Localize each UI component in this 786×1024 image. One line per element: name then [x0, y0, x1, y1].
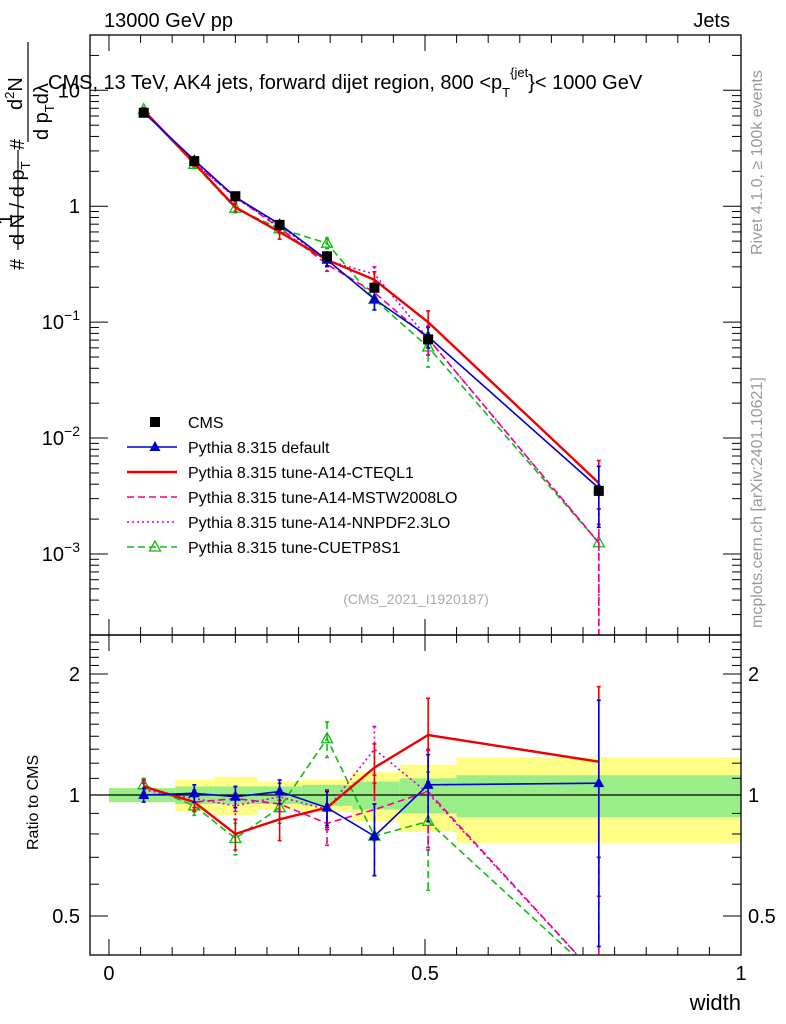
main-panel-content: [137, 102, 606, 635]
ratio-series-0-line: [143, 782, 599, 838]
header-left: 13000 GeV pp: [104, 10, 233, 32]
main-series-1-line: [142, 109, 600, 484]
cms-marker: [423, 334, 434, 345]
legend-label-3: Pythia 8.315 tune-A14-NNPDF2.3LO: [188, 515, 450, 532]
ylabel-hash1: #: [7, 258, 29, 270]
ratio-y-tick-label-left: 1: [69, 785, 80, 807]
legend-marker-4: [148, 539, 162, 552]
main-y-tick-label: 1: [69, 196, 80, 218]
ratio-marker-4: [421, 813, 435, 826]
legend-label-1: Pythia 8.315 tune-A14-CTEQL1: [188, 465, 414, 482]
main-series-0-line: [143, 111, 600, 489]
ratio-marker-0: [229, 790, 241, 801]
cms-marker: [189, 156, 200, 167]
svg-text:d2N: d2N: [2, 77, 27, 110]
svg-text:#: #: [7, 258, 29, 270]
axes: 0 0.5 1 10−3 10−2 10−1 1 10 0.5 0.5 1 1 2 2: [42, 34, 776, 985]
ratio-panel-content: [90, 685, 741, 982]
main-marker-0: [368, 293, 380, 304]
legend-label-2: Pythia 8.315 tune-A14-MSTW2008LO: [188, 490, 457, 507]
ylabel-den2-post: dλ: [31, 83, 53, 104]
ratio-marker-0: [321, 801, 333, 812]
x-tick-label: 0.5: [411, 963, 439, 985]
title-sub: T: [502, 85, 510, 100]
ratio-marker-0: [188, 787, 200, 798]
ratio-marker-4: [593, 972, 604, 982]
title-post: }< 1000 GeV: [528, 72, 643, 94]
legend: CMS Pythia 8.315 default Pythia 8.315 tune…: [127, 415, 457, 557]
main-ylabel-one: 1: [0, 214, 17, 225]
main-marker-4: [320, 235, 334, 248]
title-sup: {jet: [510, 65, 528, 80]
ylabel-num2: N: [5, 77, 27, 91]
cms-marker: [369, 282, 380, 293]
ratio-marker-0: [422, 778, 434, 789]
title-pre: CMS, 13 TeV, AK4 jets, forward dijet reg…: [48, 72, 502, 94]
ratio-y-tick-label-right: 1: [748, 785, 759, 807]
ratio-ylabel: Ratio to CMS: [25, 755, 42, 850]
main-y-tick-label: 10: [58, 80, 80, 102]
x-tick-label: 1: [735, 963, 746, 985]
ratio-series-4-line: [143, 737, 575, 955]
ylabel-one: 1: [0, 214, 17, 225]
ylabel-hash2: #: [7, 138, 29, 150]
x-axis-label: width: [689, 990, 741, 1015]
svg-text:Rivet 4.1.0, ≥ 100k events: Rivet 4.1.0, ≥ 100k events: [749, 70, 766, 255]
watermark: (CMS_2021_I1920187): [343, 591, 489, 607]
svg-text:mcplots.cern.ch [arXiv:2401.10: mcplots.cern.ch [arXiv:2401.10621]: [749, 377, 766, 628]
x-tick-label: 0: [103, 963, 114, 985]
ylabel-num: d: [5, 99, 27, 110]
cms-marker: [322, 251, 333, 262]
cms-marker: [138, 107, 149, 118]
ylabel-den2: d p: [31, 112, 53, 140]
legend-cms-label: CMS: [188, 415, 224, 432]
main-y-tick-label: 10−1: [42, 307, 80, 334]
ratio-series-1-line: [143, 733, 599, 836]
ratio-y-tick-label-left: 0.5: [52, 906, 80, 928]
ratio-series-2-line: [143, 785, 579, 955]
legend-label-4: Pythia 8.315 tune-CUETP8S1: [188, 540, 401, 557]
ratio-y-tick-label-right: 0.5: [748, 906, 776, 928]
ratio-marker-4: [320, 731, 334, 744]
header-right: Jets: [693, 10, 730, 32]
svg-text:d pTdλ: d pTdλ: [31, 83, 57, 140]
right-label-bottom: mcplots.cern.ch [arXiv:2401.10621]: [749, 377, 766, 628]
cms-marker: [230, 191, 241, 202]
main-ylabel-frac1: d N / d pT: [7, 161, 33, 245]
ylabel-num-sup: 2: [2, 92, 17, 99]
main-ylabel-frac2-num: d2N: [2, 77, 27, 110]
ratio-y-tick-label-left: 2: [69, 664, 80, 686]
legend-cms-marker: [150, 417, 160, 427]
ratio-marker-0: [368, 830, 380, 841]
cms-marker: [274, 219, 285, 230]
main-ylabel: #: [7, 258, 29, 270]
ylabel-den-sub: T: [18, 161, 33, 169]
plot-title: CMS, 13 TeV, AK4 jets, forward dijet reg…: [48, 65, 643, 100]
ratio-y-tick-label-right: 2: [748, 664, 759, 686]
ylabel-den2-sub: T: [42, 104, 57, 112]
main-y-tick-label: 10−2: [42, 423, 80, 450]
legend-label-0: Pythia 8.315 default: [188, 440, 330, 457]
right-label-top: Rivet 4.1.0, ≥ 100k events: [749, 70, 766, 255]
main-ylabel-frac2-den: d pTdλ: [31, 83, 57, 140]
svg-text:Ratio to CMS: Ratio to CMS: [25, 755, 42, 850]
svg-text:d N / d pT: d N / d pT: [7, 161, 33, 245]
ratio-marker-0: [593, 777, 605, 788]
main-y-tick-label: 10−3: [42, 539, 80, 566]
ratio-series-3-line: [143, 748, 579, 955]
main-series-4-line: [143, 109, 600, 544]
ratio-marker-0: [274, 785, 286, 796]
legend-marker-0: [149, 441, 161, 451]
cms-marker: [593, 485, 604, 496]
main-ylabel-hash2: #: [7, 138, 29, 150]
ratio-marker-0: [138, 789, 150, 799]
